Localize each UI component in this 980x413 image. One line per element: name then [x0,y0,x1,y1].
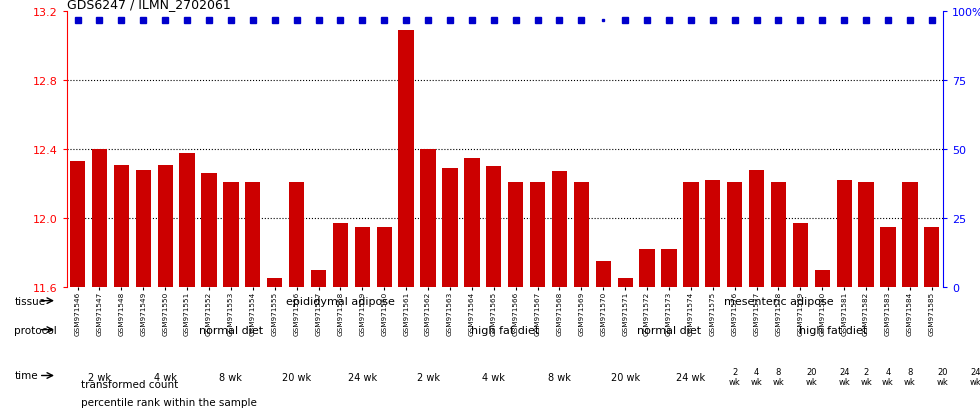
Bar [355,227,370,287]
Text: 20
wk: 20 wk [806,367,817,387]
Text: 4
wk: 4 wk [751,367,762,387]
Bar [880,227,896,287]
Bar [858,182,874,287]
Text: high fat diet: high fat diet [799,325,867,335]
Text: 20
wk: 20 wk [937,367,949,387]
Text: high fat diet: high fat diet [470,325,539,335]
Bar [289,182,304,287]
Bar [179,153,195,287]
Bar [662,249,676,287]
Bar [508,182,523,287]
Bar [245,182,261,287]
Bar [223,182,238,287]
Text: tissue: tissue [15,296,45,306]
Text: 24
wk: 24 wk [838,367,850,387]
Text: 2 wk: 2 wk [88,372,111,382]
Bar [683,182,699,287]
Text: 8
wk: 8 wk [772,367,784,387]
Text: percentile rank within the sample: percentile rank within the sample [81,397,257,407]
Bar [771,182,786,287]
Bar [114,165,129,287]
Bar [596,261,611,287]
Bar [158,165,172,287]
Text: 2
wk: 2 wk [860,367,872,387]
Text: protocol: protocol [15,325,57,335]
Text: 20 wk: 20 wk [611,372,640,382]
Bar [135,170,151,287]
Bar [903,182,917,287]
Bar [486,167,502,287]
Bar [749,170,764,287]
Text: 2 wk: 2 wk [416,372,440,382]
Bar [793,223,808,287]
Text: GDS6247 / ILMN_2702061: GDS6247 / ILMN_2702061 [67,0,230,11]
Text: 4
wk: 4 wk [882,367,894,387]
Bar [268,278,282,287]
Bar [727,182,742,287]
Text: time: time [15,370,38,380]
Bar [420,150,436,287]
Bar [201,174,217,287]
Bar [333,223,348,287]
Text: 20 wk: 20 wk [282,372,312,382]
Text: 8
wk: 8 wk [904,367,915,387]
Text: epididymal adipose: epididymal adipose [286,297,395,306]
Text: 2
wk: 2 wk [729,367,741,387]
Bar [399,31,414,287]
Bar [706,180,720,287]
Text: 8 wk: 8 wk [548,372,571,382]
Text: 8 wk: 8 wk [220,372,242,382]
Text: normal diet: normal diet [637,325,701,335]
Bar [70,162,85,287]
Bar [376,227,392,287]
Text: mesenteric adipose: mesenteric adipose [723,297,833,306]
Bar [552,172,567,287]
Text: normal diet: normal diet [199,325,263,335]
Text: 24 wk: 24 wk [348,372,377,382]
Bar [311,270,326,287]
Bar [573,182,589,287]
Bar [442,169,458,287]
Text: 4 wk: 4 wk [482,372,505,382]
Bar [92,150,107,287]
Text: 24 wk: 24 wk [676,372,706,382]
Bar [837,180,852,287]
Bar [924,227,940,287]
Bar [639,249,655,287]
Text: 4 wk: 4 wk [154,372,176,382]
Bar [814,270,830,287]
Text: transformed count: transformed count [81,380,178,389]
Bar [530,182,545,287]
Bar [617,278,633,287]
Bar [465,158,479,287]
Text: 24
wk: 24 wk [970,367,980,387]
